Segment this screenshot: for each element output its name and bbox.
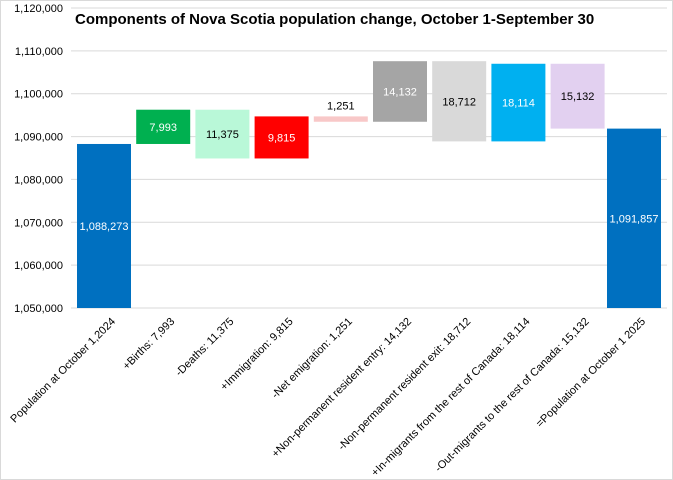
bar xyxy=(313,116,368,122)
y-tick-label: 1,080,000 xyxy=(14,174,63,186)
x-axis: Population at October 1,2024 +Births: 7,9… xyxy=(8,316,648,479)
data-label: 15,132 xyxy=(561,91,595,103)
x-tick-label: =Population at October 1 2025 xyxy=(534,316,648,430)
x-tick-label: -Deaths: 11,375 xyxy=(173,316,236,379)
x-tick-label: -Non-permanent resident exit: 18,712 xyxy=(336,316,473,453)
data-label: 14,132 xyxy=(383,86,417,98)
y-tick-label: 1,060,000 xyxy=(14,260,63,272)
bar xyxy=(77,143,131,308)
y-tick-label: 1,090,000 xyxy=(14,132,63,144)
bar xyxy=(550,63,605,129)
data-label: 11,375 xyxy=(206,129,239,141)
bar xyxy=(373,61,427,122)
bar xyxy=(491,63,546,142)
bar xyxy=(254,116,309,159)
data-label: 9,815 xyxy=(268,132,296,144)
data-label: 18,114 xyxy=(502,98,535,110)
data-label: 1,091,857 xyxy=(610,213,659,225)
bar xyxy=(195,109,250,159)
data-label: 7,993 xyxy=(149,122,177,134)
y-tick-label: 1,110,000 xyxy=(15,46,63,58)
gridlines xyxy=(71,7,667,309)
y-axis: 1,050,000 1,060,000 1,070,000 1,080,000 1,09… xyxy=(14,3,63,315)
data-label: 18,712 xyxy=(442,96,476,108)
y-tick-label: 1,070,000 xyxy=(14,217,63,229)
y-tick-label: 1,100,000 xyxy=(14,89,63,101)
data-label: 1,251 xyxy=(327,100,355,112)
x-tick-label: Population at October 1,2024 xyxy=(8,316,118,426)
bar xyxy=(607,128,661,308)
chart-title: Components of Nova Scotia population cha… xyxy=(75,11,594,28)
y-tick-label: 1,050,000 xyxy=(14,303,63,315)
data-label: 1,088,273 xyxy=(80,221,129,233)
bar xyxy=(136,109,191,144)
bars: 1,088,273 7,993 11,375 9,815 1,251 14,132 18,7… xyxy=(77,61,661,308)
x-tick-label: +Births: 7,993 xyxy=(121,316,178,373)
bar xyxy=(432,61,487,142)
y-tick-label: 1,120,000 xyxy=(14,3,63,15)
